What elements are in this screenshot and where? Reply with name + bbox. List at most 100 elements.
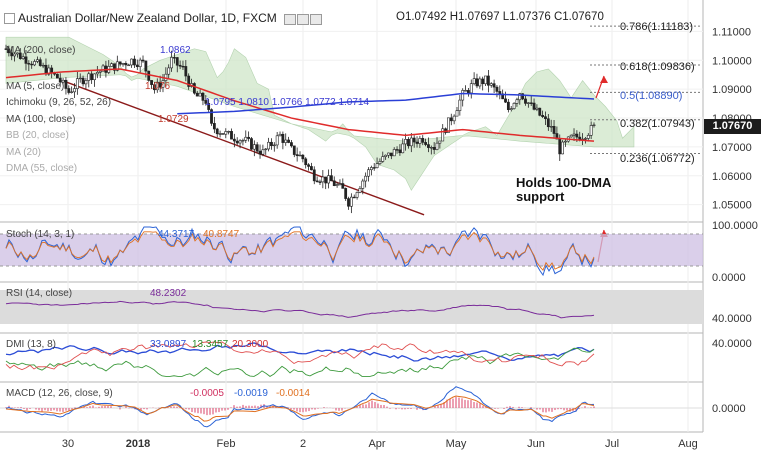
dmi-axis-label: 40.0000	[712, 338, 752, 350]
candle-down	[81, 77, 85, 85]
stoch-legend[interactable]: Stoch (14, 3, 1)	[6, 229, 74, 240]
collapse-icon[interactable]	[4, 13, 15, 25]
symbol-title: Australian Dollar/New Zealand Dollar, 1D…	[18, 11, 277, 25]
candle-up	[584, 138, 587, 140]
candle-down	[141, 59, 145, 62]
dmi-label: DMI (13, 8)	[6, 339, 57, 350]
legend-ma5[interactable]: MA (5, close)	[6, 81, 64, 92]
ma100-line	[5, 68, 595, 142]
candle-up	[218, 133, 222, 135]
macd-legend[interactable]: MACD (12, 26, close, 9)	[6, 388, 113, 399]
candle-down	[504, 98, 507, 103]
candle-up	[321, 176, 325, 183]
candle-up	[484, 75, 487, 85]
candle-up	[21, 56, 25, 59]
legend-bb[interactable]: BB (20, close)	[6, 130, 69, 141]
candle-up	[127, 64, 131, 67]
candle-down	[449, 117, 453, 122]
candle-down	[4, 48, 8, 50]
candle-up	[47, 67, 51, 75]
candle-down	[90, 73, 94, 81]
candle-down	[529, 102, 533, 104]
candle-down	[147, 70, 151, 81]
candle-up	[515, 99, 519, 104]
candle-down	[173, 57, 176, 59]
candle-down	[341, 183, 345, 189]
projection-arrow-head	[600, 76, 608, 83]
fib-label-0618: 0.618(1.09836)	[620, 61, 695, 73]
candle-up	[549, 126, 553, 128]
candle-down	[247, 136, 251, 139]
candle-up	[489, 83, 493, 86]
dmi-legend[interactable]: DMI (13, 8)	[6, 339, 56, 350]
legend-label: MA (20)	[6, 147, 42, 158]
candle-down	[258, 150, 262, 155]
candle-up	[78, 77, 82, 80]
candle-down	[150, 80, 153, 85]
candle-down	[64, 79, 68, 89]
candle-down	[18, 52, 22, 59]
y-tick-label: 1.05000	[712, 200, 752, 212]
candle-down	[575, 133, 579, 138]
candle-up	[535, 107, 539, 110]
descending-trendline	[65, 81, 425, 216]
legend-ichimoku-value: 1.0795 1.0810 1.0766 1.0772 1.0714	[205, 97, 370, 108]
legend-ma200[interactable]: MA (200, close)	[6, 45, 75, 56]
header-buttons[interactable]	[284, 12, 323, 26]
dmi-adx-value: 33.0897	[150, 339, 187, 350]
candle-down	[475, 78, 479, 87]
candle-down	[230, 131, 233, 140]
rsi-value: 48.2302	[150, 288, 187, 299]
candle-up	[512, 103, 516, 109]
candle-down	[133, 58, 136, 66]
legend-ma100[interactable]: MA (100, close)	[6, 114, 75, 125]
candle-up	[272, 144, 276, 147]
legend-ma20[interactable]: MA (20)	[6, 147, 41, 158]
close-value: C1.07670	[553, 11, 604, 23]
candle-down	[195, 92, 199, 97]
candle-up	[121, 63, 125, 65]
fib-label-0786: 0.786(1.11183)	[620, 21, 693, 33]
candle-down	[27, 63, 31, 65]
candle-down	[310, 166, 313, 171]
legend-ma200-value: 1.0862	[160, 45, 191, 56]
rsi-legend[interactable]: RSI (14, close)	[6, 288, 72, 299]
dmi-plus-value: 13.3457	[192, 339, 229, 350]
candle-down	[521, 93, 525, 100]
candle-down	[55, 73, 59, 79]
candle-down	[235, 140, 239, 144]
macd-axis-label: 0.0000	[712, 403, 746, 415]
stoch-k-value: 44.3717	[158, 229, 195, 240]
candle-up	[478, 78, 482, 87]
legend-ichimoku[interactable]: Ichimoku (9, 26, 52, 26)	[6, 97, 111, 108]
candle-up	[130, 58, 133, 66]
candle-up	[267, 141, 271, 150]
candle-up	[458, 99, 462, 111]
candle-up	[101, 65, 105, 72]
candle-down	[290, 142, 293, 147]
eye-icon[interactable]	[297, 14, 310, 26]
y-tick-label: 1.11000	[712, 26, 751, 38]
macd-label: MACD (12, 26, close, 9)	[6, 388, 113, 399]
candle-up	[264, 148, 268, 151]
candle-up	[369, 167, 373, 171]
candle-up	[378, 161, 382, 164]
legend-dma55[interactable]: DMA (55, close)	[6, 163, 77, 174]
candle-up	[441, 128, 445, 142]
candle-up	[472, 78, 476, 84]
candle-down	[421, 138, 425, 143]
close-icon[interactable]	[310, 14, 323, 26]
candle-up	[155, 81, 159, 91]
dmi-minus-line	[5, 341, 595, 371]
candle-up	[93, 73, 96, 81]
candle-up	[327, 175, 330, 184]
ohlc-readout: O1.07492 H1.07697 L1.07376 C1.07670	[396, 11, 604, 23]
candle-down	[506, 101, 510, 111]
stoch-k-line	[5, 226, 595, 277]
settings-icon[interactable]	[284, 14, 297, 26]
candle-up	[404, 139, 408, 145]
candle-up	[284, 139, 288, 143]
macd-hist-value: -0.0005	[190, 388, 224, 399]
chart-title: Australian Dollar/New Zealand Dollar, 1D…	[4, 11, 323, 26]
candle-down	[158, 81, 162, 88]
